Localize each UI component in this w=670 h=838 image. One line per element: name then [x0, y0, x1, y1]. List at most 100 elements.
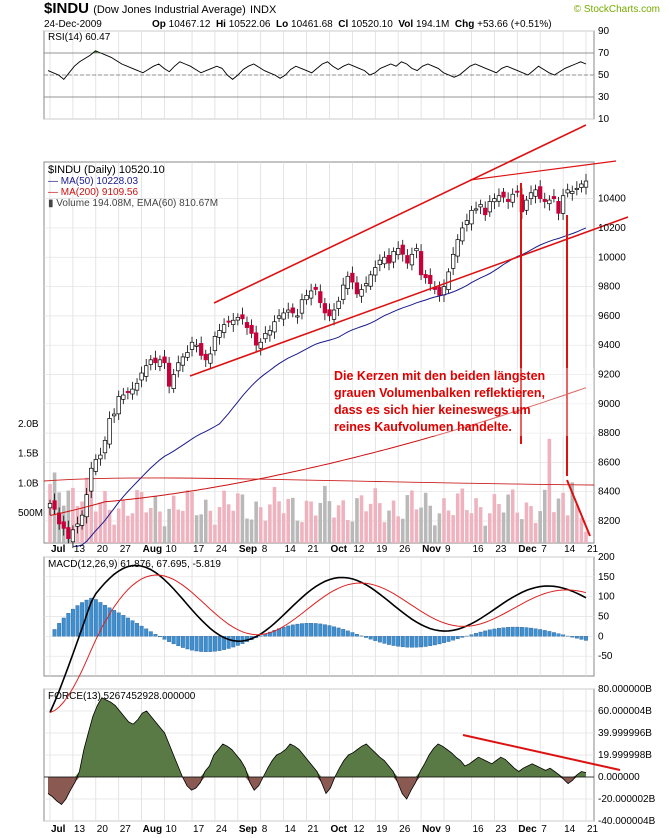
macd-tick-4: 0 — [598, 631, 604, 642]
macd-histogram-bar — [377, 636, 382, 643]
macd-panel — [49, 564, 588, 713]
x-tick-label-0-21: 7 — [541, 544, 547, 555]
macd-histogram-bar — [171, 636, 176, 645]
volume-bar — [272, 486, 277, 543]
macd-histogram-bar — [483, 630, 488, 637]
macd-histogram-bar — [419, 636, 424, 648]
x-tick-label-1-10: 14 — [285, 824, 297, 835]
volume-bar — [286, 498, 291, 543]
volume-bar — [167, 508, 171, 543]
high-value: 10522.06 — [228, 19, 271, 30]
macd-histogram-bar — [437, 636, 442, 645]
volume-bar — [364, 511, 368, 543]
macd-histogram-bar — [190, 636, 194, 651]
candle-body — [510, 193, 515, 203]
macd-histogram-bar — [487, 629, 492, 637]
volume-bar — [378, 503, 382, 543]
volume-bar — [300, 522, 304, 543]
volume-bar — [478, 507, 483, 543]
macd-histogram-bar — [515, 626, 520, 637]
force-label: FORCE(13) 5267452928.000000 — [48, 691, 196, 702]
candle-body — [354, 282, 360, 295]
macd-histogram-bar — [80, 602, 85, 637]
macd-histogram-bar — [400, 636, 405, 648]
volume-bar — [336, 505, 341, 543]
macd-tick-2: 100 — [598, 592, 615, 603]
x-tick-label-0-12: Oct — [330, 544, 347, 555]
price-tick-10: 8400 — [598, 487, 621, 498]
candle-body — [386, 254, 392, 264]
close-value: 10520.10 — [351, 19, 393, 30]
volume-bar — [135, 490, 139, 543]
price-tick-9: 8600 — [598, 457, 621, 468]
macd-histogram-bar — [368, 636, 373, 640]
x-tick-label-0-9: 8 — [262, 544, 268, 555]
volume-bar — [538, 511, 542, 543]
candle-body — [455, 239, 460, 257]
macd-histogram-bar — [158, 636, 162, 638]
volume-bar — [116, 508, 121, 543]
macd-histogram-bar — [373, 636, 378, 641]
ma200-line — [49, 387, 587, 516]
volume-tick-2: 1.0B — [18, 478, 39, 489]
candle-body — [478, 204, 483, 208]
volume-bar — [442, 498, 446, 543]
macd-histogram-bar — [364, 636, 369, 638]
channel-upper-line — [213, 124, 587, 304]
macd-histogram-bar — [405, 636, 410, 648]
macd-histogram-bar — [574, 636, 579, 639]
volume-tick-3: 500M — [18, 508, 43, 519]
macd-histogram-bar — [217, 636, 222, 651]
macd-histogram-bar — [180, 636, 185, 648]
candle-body — [276, 315, 282, 319]
volume-bar — [488, 513, 492, 543]
volume-bar — [368, 503, 373, 543]
x-tick-label-1-4: Aug — [143, 824, 162, 835]
volume-bar — [231, 510, 236, 543]
candle-body — [574, 188, 579, 190]
candle-body — [116, 396, 121, 415]
candle-body — [359, 289, 364, 297]
x-tick-label-1-14: 19 — [376, 824, 388, 835]
candle-body — [501, 191, 506, 198]
volume-legend: ▮ Volume 194.08M, EMA(60) 810.67M — [48, 198, 219, 209]
annotation-line-1: Die Kerzen mit den beiden längsten — [334, 369, 546, 383]
volume-bar — [492, 494, 497, 543]
rsi-line — [47, 50, 587, 81]
x-tick-label-0-0: Jul — [51, 544, 66, 555]
candle-body — [189, 341, 195, 350]
watermark-text: © StockCharts.com — [573, 4, 660, 15]
macd-histogram-bar — [226, 636, 231, 649]
macd-histogram-bar — [345, 630, 350, 637]
candle-body — [565, 189, 570, 194]
force-line — [47, 697, 587, 806]
x-tick-label-1-0: Jul — [51, 824, 66, 835]
volume-bar — [94, 511, 98, 543]
candle-body — [304, 295, 309, 301]
volume-bar — [245, 518, 249, 543]
macd-histogram-bar — [272, 630, 277, 637]
x-tick-label-0-5: 10 — [166, 544, 178, 555]
volume-bar — [355, 498, 359, 543]
candle-body — [345, 275, 350, 289]
volume-bar — [510, 489, 515, 543]
candle-body — [144, 365, 149, 377]
rsi-tick-4: 10 — [598, 114, 610, 125]
macd-histogram-bar — [519, 627, 524, 637]
macd-histogram-bar — [57, 623, 62, 637]
resistance-line — [469, 160, 617, 181]
candle-body — [437, 286, 442, 296]
candle-body — [52, 500, 57, 510]
volume-bar — [89, 480, 94, 543]
volume-bar — [474, 498, 478, 543]
x-tick-label-1-3: 27 — [120, 824, 132, 835]
macd-histogram-bar — [474, 633, 478, 637]
volume-bar — [304, 500, 309, 543]
force-tick-4: 0.000000 — [598, 772, 640, 783]
volume-bar — [277, 501, 281, 543]
macd-histogram-bar — [309, 623, 314, 637]
macd-histogram-bar — [139, 625, 144, 637]
volume-bar — [194, 515, 199, 543]
volume-label: Volume 194.08M, EMA(60) 810.67M — [56, 198, 219, 209]
volume-bar — [433, 525, 437, 543]
